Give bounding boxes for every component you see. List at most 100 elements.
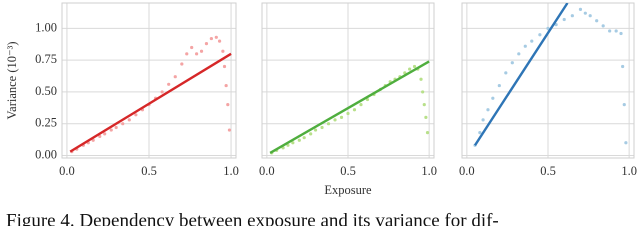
point [185,52,189,56]
point [621,64,625,69]
point [504,71,508,75]
point [98,134,102,139]
y-tick-label: 1.00 [35,20,57,34]
point [570,14,574,18]
point [546,26,550,31]
point [180,62,184,66]
page: Figure 4. Dependency between exposure an… [4,2,637,226]
point [359,103,363,107]
point [408,67,412,71]
plot-area [269,60,430,155]
point [127,118,131,122]
panel: 0.0 0.5 1.0 Exposure [259,2,437,197]
point [352,108,357,112]
point [424,115,428,119]
point [286,143,290,147]
point [530,39,534,43]
axes-frame [261,2,435,159]
point [497,83,501,88]
point [538,33,542,37]
point [619,31,623,36]
point [320,125,324,130]
point [601,24,605,28]
point [199,49,204,53]
point [622,103,626,107]
point [109,128,113,132]
fit-line [269,60,430,154]
point [517,52,521,56]
x-tick-label: 0.5 [141,164,157,178]
fit-line [69,52,232,153]
axes-frame [61,2,237,159]
point [209,36,213,41]
point [422,103,426,107]
point [195,52,199,56]
point [339,115,344,119]
plot-area [473,3,628,147]
point [204,42,209,46]
panel: 0.0 0.5 1.0 [459,2,637,178]
point [624,141,628,145]
point [302,136,306,140]
figure: Figure 4. Dependency between exposure an… [5,2,637,226]
point [103,132,107,136]
x-tick-label: 1.0 [223,164,239,178]
point [309,132,313,136]
point [121,122,125,126]
x-tick-label: 0.0 [59,164,75,178]
point [224,83,228,88]
point [614,29,618,33]
caption: Figure 4. Dependency between exposure an… [6,210,499,226]
y-tick-label: 0.00 [35,147,57,161]
point [160,90,164,94]
y-tick-label: 0.50 [35,84,57,98]
point [412,64,417,69]
x-axis-label: Exposure [324,183,372,197]
point [481,118,485,122]
point [486,108,490,112]
x-tick-label: 0.5 [340,164,356,178]
point [221,49,225,53]
point [491,96,495,100]
x-tick-label: 1.0 [421,164,437,178]
point [478,130,482,135]
point [190,45,194,50]
y-axis-label: Variance (10⁻³) [5,41,19,119]
point [134,113,138,117]
x-tick-label: 0.0 [259,164,275,178]
point [588,14,592,18]
point [510,61,514,65]
point [583,11,587,15]
point [173,75,177,79]
point [167,82,171,86]
point [595,19,599,23]
point [326,122,331,126]
point [562,17,566,22]
panel: 0.0 0.5 1.0 0.00 0.25 0.50 0.75 1.00 Variance (1… [5,2,239,178]
point [114,125,118,130]
plot-area [69,35,232,154]
y-tick-label: 0.25 [35,116,57,130]
point [346,111,350,116]
x-tick-label: 1.0 [621,164,637,178]
point [217,39,222,43]
point [608,29,612,33]
y-tick-label: 0.75 [35,52,57,66]
x-tick-label: 0.0 [459,164,475,178]
point [226,103,230,107]
point [222,64,227,69]
point [425,130,430,135]
point [523,44,527,48]
x-tick-label: 0.5 [540,164,556,178]
axes-frame [461,2,635,159]
point [214,35,218,39]
point [291,141,295,145]
point [419,77,423,81]
point [333,118,337,122]
point [297,138,301,142]
point [227,128,232,132]
point [421,90,425,94]
point [365,97,370,102]
point [313,128,318,132]
fit-line [473,3,569,146]
